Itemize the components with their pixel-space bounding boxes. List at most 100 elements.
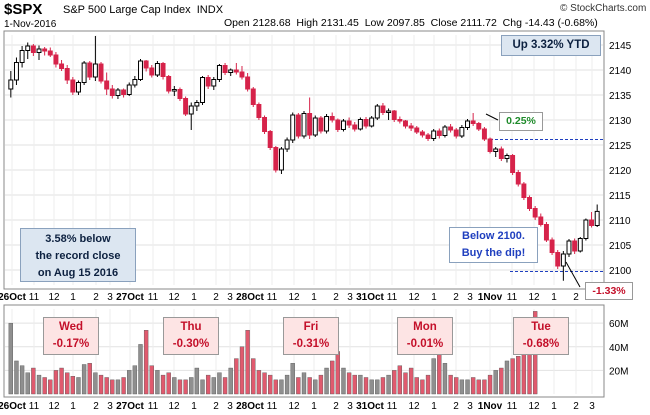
symbol: $SPX [4,1,43,18]
volume-bar [301,372,307,395]
volume-bar [330,360,335,395]
volume-bar [104,377,109,395]
volume-bar [284,374,290,395]
volume-bar [234,358,239,395]
time-tick-label: 12 [288,292,300,303]
volume-bar [115,379,121,395]
time-tick-label: 3 [107,292,113,303]
time-tick-label: 1 [70,292,76,303]
candle-body [138,60,143,80]
volume-bar [228,367,233,395]
volume-bar [251,358,256,395]
volume-bar [375,379,380,395]
candle-body [121,89,127,95]
candle-body [30,45,36,53]
candle-body [538,216,544,225]
candle-body [290,114,296,141]
candle-body [64,68,70,81]
volume-bar [499,367,504,395]
candle-body [386,110,392,113]
volume-bar [59,367,64,395]
time-tick-label: 11 [507,292,518,303]
time-tick-label: 12 [408,401,420,412]
time-tick-label: 12 [288,401,300,412]
time-tick-label: 3 [347,292,353,303]
time-tick-label: 3 [227,292,233,303]
time-tick-label: 26Oct [0,401,27,412]
volume-bar [194,367,200,395]
volume-bar [369,379,374,395]
candle-body [374,105,380,119]
volume-bar [217,372,222,395]
time-tick-label: 28Oct [236,401,264,412]
volume-bar [442,363,448,395]
time-tick-label: 27Oct [116,292,144,303]
day-change: -0.68% [522,338,560,350]
volume-bar [470,377,476,395]
time-tick-label: 11 [148,292,159,303]
volume-bar [465,379,470,395]
candle-body [233,69,239,73]
volume-bar [448,374,453,395]
price-tick-label: 2105 [609,241,632,252]
volume-bar [256,370,262,395]
candle-body [239,71,245,78]
candle-body [436,130,442,136]
candle-body [171,89,177,92]
loss-label: -1.33% [585,282,633,300]
candle-body [256,104,262,118]
candle-body [87,62,93,78]
time-tick-label: 27Oct [116,401,144,412]
price-tick-label: 2140 [609,66,632,77]
volume-bar [476,379,481,395]
time-tick-label: 2 [333,292,339,303]
volume-bar [459,379,465,395]
candle-body [228,69,234,73]
record-note-line-1: 3.58% below [45,233,111,245]
index-full-name: S&P 500 Large Cap Index [63,4,191,16]
day-change: -0.31% [292,338,330,350]
candle-body [324,116,330,132]
volume-bar [425,374,431,395]
candle-body [250,88,256,105]
candle-body [318,117,324,132]
candle-body [160,63,166,77]
volume-bar [65,372,70,395]
volume-bar [36,374,42,395]
volume-bar [93,372,98,395]
volume-bar [70,376,76,395]
day-name: Tue [531,321,551,333]
volume-bar [279,379,284,395]
time-tick-label: 1 [551,292,557,303]
candle-body [481,128,487,140]
volume-bar [324,367,329,395]
time-tick-label: 3 [589,401,595,412]
candle-body [126,84,132,95]
volume-bar [110,379,115,395]
candle-body [273,147,279,171]
candle-body [70,79,76,93]
candle-body [216,65,222,80]
candle-body [183,98,189,115]
candle-body [589,219,595,226]
volume-bar [14,360,19,395]
volume-bar [516,356,521,395]
day-box-mon: Mon -0.01% [397,317,453,355]
time-tick-label: 2 [573,401,579,412]
record-note-line-2: the record close [35,250,121,262]
volume-bar [239,346,245,395]
volume-bar [487,374,493,395]
time-tick-label: 11 [267,292,278,303]
day-box-tue: Tue -0.68% [513,317,569,355]
candle-body [177,89,183,99]
volume-bar [222,377,228,395]
candle-body [25,45,31,51]
volume-bar [482,379,487,395]
time-tick-label: 2 [453,292,459,303]
candle-body [211,79,217,87]
candle-body [154,63,160,76]
candle-body [470,120,476,124]
volume-bar [335,351,341,395]
time-tick-label: 3 [467,292,473,303]
time-tick-label: 12 [528,292,540,303]
